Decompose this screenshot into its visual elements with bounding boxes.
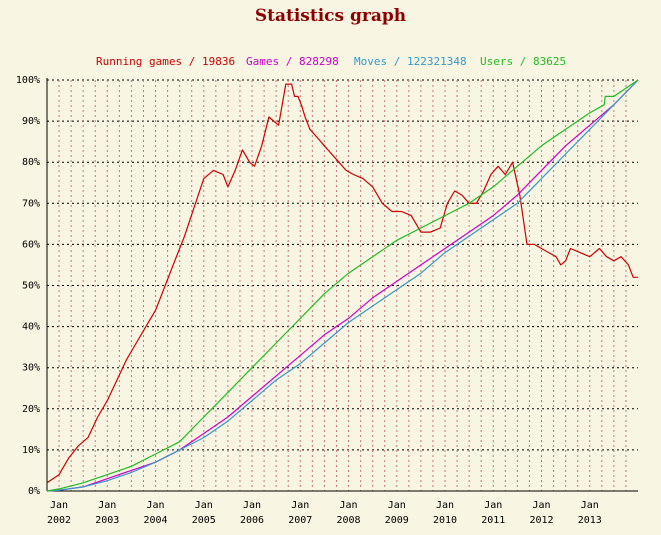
x-tick-label-year: 2002 [47, 515, 71, 526]
x-tick-label-month: Jan [436, 500, 454, 511]
y-tick-label: 60% [22, 239, 40, 250]
x-tick-label-year: 2004 [144, 515, 168, 526]
series-line-running-games [46, 83, 638, 484]
y-tick-label: 10% [22, 445, 40, 456]
x-tick-label-year: 2012 [529, 515, 553, 526]
legend-moves: Moves / 122321348 [354, 55, 467, 68]
x-tick-label-month: Jan [98, 500, 116, 511]
x-tick-label-year: 2005 [192, 515, 216, 526]
y-tick-label: 70% [22, 198, 40, 209]
series-line-users [46, 79, 639, 492]
x-tick-label-month: Jan [243, 500, 261, 511]
x-tick-label-month: Jan [339, 500, 357, 511]
x-tick-label-month: Jan [388, 500, 406, 511]
y-tick-label: 90% [22, 116, 40, 127]
x-tick-label-year: 2011 [481, 515, 505, 526]
x-tick-label-year: 2007 [288, 515, 312, 526]
y-tick-label: 80% [22, 157, 40, 168]
x-tick-label-month: Jan [291, 500, 309, 511]
x-tick-label-month: Jan [147, 500, 165, 511]
series-line-moves [46, 79, 639, 492]
x-tick-label-year: 2008 [336, 515, 360, 526]
legend: Running games / 19836 Games / 828298 Mov… [0, 55, 661, 69]
y-tick-label: 0% [28, 486, 40, 497]
chart-title: Statistics graph [254, 6, 407, 26]
y-tick-label: 40% [22, 322, 40, 333]
x-tick-label-year: 2006 [240, 515, 264, 526]
x-tick-label-year: 2003 [95, 515, 119, 526]
x-tick-label-year: 2013 [578, 515, 602, 526]
legend-games: Games / 828298 [246, 55, 339, 68]
x-tick-label-month: Jan [532, 500, 550, 511]
y-tick-label: 100% [16, 75, 40, 86]
y-tick-label: 30% [22, 363, 40, 374]
y-tick-label: 50% [22, 281, 40, 292]
x-tick-label-month: Jan [50, 500, 68, 511]
x-tick-label-year: 2010 [433, 515, 457, 526]
x-tick-label-month: Jan [581, 500, 599, 511]
legend-users: Users / 83625 [480, 55, 567, 68]
x-tick-label-month: Jan [195, 500, 213, 511]
x-tick-label-year: 2009 [385, 515, 409, 526]
series-line-games [46, 79, 639, 492]
legend-running-games: Running games / 19836 [96, 55, 236, 68]
x-tick-label-month: Jan [484, 500, 502, 511]
y-tick-label: 20% [22, 404, 40, 415]
